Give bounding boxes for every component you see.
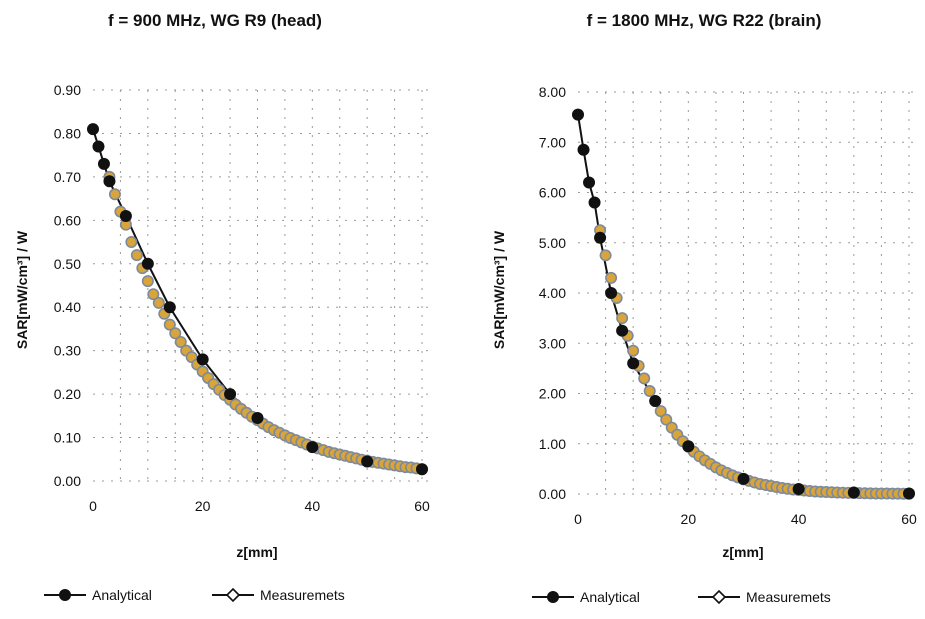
measurement-point	[169, 327, 182, 340]
chart-900mhz: f = 900 MHz, WG R9 (head) 0.000.100.200.…	[14, 11, 430, 603]
chart-panel-900mhz: f = 900 MHz, WG R9 (head) 0.00 0.10 0.20 0.…	[0, 0, 462, 619]
legend-measurements-label: Measuremets	[746, 589, 831, 605]
analytical-point	[163, 301, 176, 314]
x-tick-label: 40	[305, 498, 321, 514]
analytical-point	[416, 463, 428, 476]
analytical-point	[605, 287, 618, 299]
chart-title: f = 1800 MHz, WG R22 (brain)	[587, 11, 822, 30]
measurement-point	[643, 384, 656, 397]
y-tick-label: 0.00	[539, 486, 566, 502]
analytical-point	[627, 357, 640, 370]
analytical-point	[847, 486, 860, 499]
legend: Analytical Measuremets	[44, 587, 345, 603]
analytical-point	[649, 395, 662, 408]
measurement-point	[125, 236, 138, 249]
analytical-point	[251, 412, 264, 425]
analytical-point	[103, 175, 116, 188]
chart-1800mhz: f = 1800 MHz, WG R22 (brain) 0.00 1.00 2.0…	[491, 11, 917, 605]
y-tick-label: 1.00	[539, 436, 566, 452]
measurement-point	[141, 275, 154, 288]
measurement-point	[147, 288, 160, 301]
x-tick-label: 0	[574, 511, 582, 527]
y-tick-labels: 0.00 1.00 2.00 3.00 4.00 5.00 6.00 7.00 8.00	[539, 84, 566, 502]
data-series	[572, 108, 915, 500]
x-tick-label: 0	[89, 498, 97, 514]
analytical-point	[737, 472, 750, 485]
measurement-point	[163, 318, 176, 331]
measurement-point	[638, 372, 651, 385]
y-axis-label: SAR[mW/cm³] / W	[14, 230, 30, 349]
legend-analytical-label: Analytical	[92, 587, 152, 603]
x-axis-label: z[mm]	[236, 544, 277, 560]
y-tick-label: 0.90	[54, 82, 81, 98]
y-tick-label: 0.20	[54, 386, 81, 402]
analytical-point	[682, 440, 695, 453]
y-tick-label: 3.00	[539, 335, 566, 351]
series-analytical-line	[577, 114, 910, 495]
grid-lines	[578, 91, 917, 495]
y-tick-label: 2.00	[539, 386, 566, 402]
analytical-point	[588, 196, 601, 209]
x-tick-label: 20	[681, 511, 697, 527]
measurement-point	[627, 344, 640, 357]
legend-analytical-marker	[547, 591, 559, 603]
analytical-point	[87, 123, 99, 136]
chart-title: f = 900 MHz, WG R9 (head)	[108, 11, 322, 30]
analytical-point	[361, 455, 374, 468]
analytical-point	[92, 140, 105, 153]
analytical-point	[97, 157, 110, 170]
analytical-point	[306, 441, 319, 454]
y-tick-label: 0.40	[54, 299, 81, 315]
x-tick-labels: 0 20 40 60	[89, 498, 430, 514]
measurement-point	[599, 249, 612, 262]
analytical-point	[577, 143, 590, 156]
measurement-point	[152, 296, 165, 309]
x-tick-label: 40	[791, 511, 807, 527]
y-tick-label: 0.10	[54, 430, 81, 446]
y-tick-label: 0.80	[54, 125, 81, 141]
measurement-point	[108, 188, 121, 201]
y-tick-label: 8.00	[539, 84, 566, 100]
y-tick-label: 6.00	[539, 185, 566, 201]
analytical-point	[594, 231, 607, 244]
analytical-point	[616, 324, 629, 337]
measurement-point	[130, 249, 143, 262]
legend-measurements-marker	[225, 587, 241, 603]
analytical-point	[141, 257, 154, 270]
chart-panel-1800mhz: f = 1800 MHz, WG R22 (brain) 0.00 1.00 2.0…	[462, 0, 924, 619]
y-tick-label: 0.70	[54, 169, 81, 185]
analytical-point	[119, 209, 132, 222]
measurement-point	[654, 405, 667, 418]
legend: Analytical Measuremets	[532, 589, 831, 605]
analytical-point	[224, 388, 237, 401]
x-tick-label: 60	[414, 498, 430, 514]
analytical-point	[903, 487, 915, 500]
data-series	[87, 123, 428, 476]
y-tick-label: 0.50	[54, 256, 81, 272]
x-axis-label: z[mm]	[722, 544, 763, 560]
analytical-point	[792, 482, 805, 495]
y-tick-label: 0.30	[54, 343, 81, 359]
analytical-point	[572, 108, 584, 121]
y-tick-label: 0.60	[54, 212, 81, 228]
x-tick-label: 60	[901, 511, 917, 527]
y-tick-label: 4.00	[539, 285, 566, 301]
measurement-point	[660, 413, 673, 426]
y-tick-label: 5.00	[539, 235, 566, 251]
legend-measurements-label: Measuremets	[260, 587, 345, 603]
measurement-point	[605, 271, 618, 284]
legend-analytical-label: Analytical	[580, 589, 640, 605]
y-axis-label: SAR[mW/cm³] / W	[491, 230, 507, 349]
legend-measurements-marker	[711, 589, 727, 605]
y-tick-label: 7.00	[539, 134, 566, 150]
measurement-point	[174, 335, 187, 348]
y-tick-labels: 0.00 0.10 0.20 0.30 0.40 0.50 0.60 0.70 0.80 0.90	[54, 82, 81, 489]
legend-analytical-marker	[59, 589, 71, 601]
x-tick-labels: 0 20 40 60	[574, 511, 917, 527]
x-tick-label: 20	[195, 498, 211, 514]
analytical-point	[196, 353, 209, 366]
measurement-point	[616, 312, 629, 325]
y-tick-label: 0.00	[54, 473, 81, 489]
analytical-point	[583, 176, 596, 189]
